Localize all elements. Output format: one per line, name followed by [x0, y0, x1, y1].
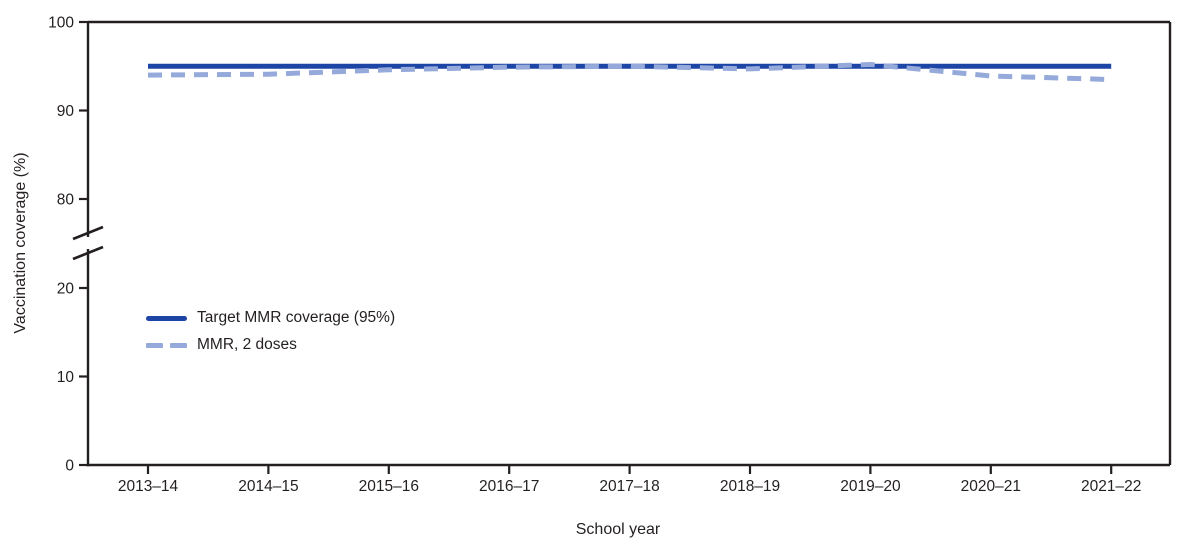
x-tick-label: 2013–14 [118, 478, 179, 495]
y-axis-title: Vaccination coverage (%) [12, 152, 29, 333]
target-line-swatch-icon [146, 315, 187, 321]
y-tick-label: 0 [65, 457, 74, 474]
y-tick-label: 90 [57, 103, 75, 120]
x-tick-label: 2015–16 [359, 478, 419, 495]
x-axis-title: School year [576, 521, 661, 538]
x-tick-label: 2017–18 [599, 478, 659, 495]
x-tick-label: 2018–19 [720, 478, 780, 495]
x-tick-label: 2014–15 [238, 478, 298, 495]
legend-item-mmr: MMR, 2 doses [146, 335, 395, 355]
y-tick-label: 100 [48, 14, 74, 31]
legend-item-target: Target MMR coverage (95%) [146, 308, 395, 328]
legend-label-target: Target MMR coverage (95%) [197, 309, 396, 326]
axis-break-icon [72, 245, 104, 261]
x-tick-label: 2021–22 [1081, 478, 1141, 495]
y-tick-label: 80 [57, 191, 75, 208]
axis-break-icon [72, 225, 104, 241]
legend: Target MMR coverage (95%) MMR, 2 doses [146, 308, 395, 355]
y-tick-label: 20 [57, 280, 75, 297]
y-tick-label: 10 [57, 369, 75, 386]
x-tick-label: 2020–21 [961, 478, 1021, 495]
x-tick-label: 2016–17 [479, 478, 539, 495]
x-tick-label: 2019–20 [840, 478, 901, 495]
legend-label-mmr: MMR, 2 doses [197, 336, 297, 353]
mmr-line-swatch-icon [146, 342, 187, 348]
